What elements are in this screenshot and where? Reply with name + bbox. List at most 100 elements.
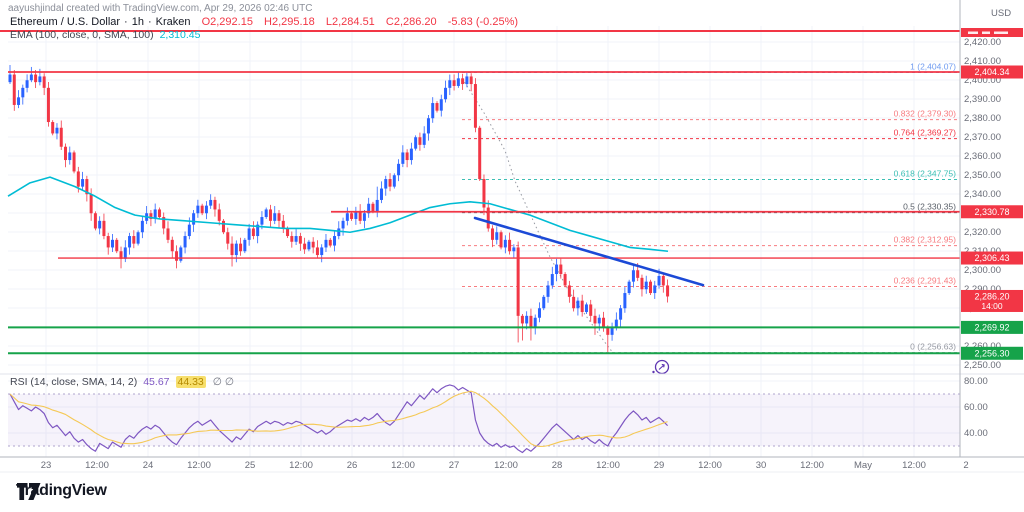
svg-text:2,340.00: 2,340.00 — [964, 189, 1001, 200]
candle — [106, 236, 110, 248]
candle — [640, 277, 644, 290]
candle — [303, 243, 307, 250]
candle — [341, 220, 345, 229]
candle — [649, 281, 652, 294]
candle — [572, 296, 576, 309]
svg-text:0.764 (2,369.27): 0.764 (2,369.27) — [894, 128, 957, 138]
candle — [21, 87, 25, 98]
price-badges: 2,404.34 2,330.78 2,306.43 2,269.92 2,256.30… — [961, 28, 1023, 360]
candle — [584, 304, 588, 313]
open-value: 2,292.15 — [210, 16, 253, 28]
candle — [631, 270, 635, 282]
candle — [157, 209, 161, 218]
symbol-exchange: Kraken — [155, 16, 191, 28]
candle — [34, 74, 38, 83]
svg-text:0.618 (2,347.75): 0.618 (2,347.75) — [894, 169, 957, 179]
candle — [273, 213, 277, 221]
svg-text:25: 25 — [245, 460, 256, 471]
svg-text:2,290.00: 2,290.00 — [964, 284, 1001, 295]
svg-text:2,360.00: 2,360.00 — [964, 151, 1001, 162]
candle — [175, 251, 179, 261]
candle — [200, 205, 204, 214]
candle — [358, 211, 362, 221]
candle — [473, 84, 477, 128]
candle — [426, 118, 430, 134]
symbol-legend[interactable]: Ethereum / U.S. Dollar · 1h · Kraken O2,292.… — [10, 16, 518, 28]
candle — [486, 207, 490, 229]
svg-text:12:00: 12:00 — [494, 460, 518, 471]
svg-text:2,306.43: 2,306.43 — [974, 253, 1009, 263]
svg-text:2,410.00: 2,410.00 — [964, 56, 1001, 67]
legend-separator: · — [124, 16, 128, 28]
candle — [89, 194, 93, 214]
time-axis[interactable]: 23 12:00 24 12:00 25 12:00 26 12:00 27 12:00 28 12:… — [41, 460, 969, 471]
candle — [580, 300, 584, 313]
candle — [260, 217, 264, 225]
svg-text:2,260.00: 2,260.00 — [964, 341, 1001, 352]
svg-text:27: 27 — [449, 460, 460, 471]
candle — [657, 275, 661, 286]
rsi-line[interactable] — [9, 384, 669, 454]
high-value: 2,295.18 — [271, 16, 315, 28]
candle — [537, 308, 541, 318]
fib-retracement[interactable]: 1 (2,404.07) 0.832 (2,379.30) 0.764 (2,369… — [462, 62, 960, 354]
candle — [597, 317, 601, 324]
symbol-interval[interactable]: 1h — [131, 16, 144, 28]
candle — [17, 97, 21, 105]
candle — [98, 220, 102, 229]
low-value: 2,284.51 — [331, 16, 375, 28]
candle — [614, 319, 618, 328]
candle — [431, 103, 435, 119]
candle — [298, 236, 302, 244]
candle — [456, 78, 460, 86]
ema-line[interactable] — [7, 176, 669, 253]
svg-text:2,330.78: 2,330.78 — [974, 207, 1009, 217]
trendline[interactable] — [473, 216, 705, 287]
emoji-marker-icon[interactable] — [652, 359, 670, 375]
candle — [602, 317, 606, 328]
candle — [328, 239, 332, 246]
candle — [268, 209, 272, 221]
svg-text:0.5 (2,330.35): 0.5 (2,330.35) — [903, 202, 956, 212]
candle — [478, 127, 482, 180]
candle — [333, 236, 337, 246]
candle — [525, 315, 529, 324]
rsi-band — [8, 393, 960, 447]
candle — [239, 243, 243, 252]
rsi-legend[interactable]: RSI (14, close, SMA, 14, 2) 45.67 44.33 ∅ ∅ — [10, 376, 234, 388]
candle — [636, 270, 640, 278]
candle — [213, 199, 217, 210]
candle — [414, 137, 418, 149]
candle — [162, 217, 166, 229]
tradingview-logo[interactable]: TradingView — [16, 482, 107, 500]
candle — [110, 239, 114, 248]
horizontal-levels[interactable] — [0, 30, 960, 355]
svg-text:2,269.92: 2,269.92 — [974, 323, 1009, 333]
candle — [286, 228, 290, 237]
axes[interactable] — [0, 0, 1024, 473]
candle — [149, 213, 153, 219]
candle — [119, 251, 123, 259]
dotted-guide-line[interactable] — [461, 78, 614, 354]
candle — [627, 281, 631, 294]
svg-text:2,420.00: 2,420.00 — [964, 37, 1001, 48]
candle — [59, 127, 63, 147]
candle — [422, 133, 426, 145]
candle — [666, 285, 670, 297]
svg-text:14:00: 14:00 — [981, 301, 1003, 311]
candle — [371, 203, 375, 212]
ema-label: EMA (100, close, 0, SMA, 100) — [10, 29, 154, 41]
candle — [85, 179, 89, 195]
svg-text:0.236 (2,291.43): 0.236 (2,291.43) — [894, 276, 957, 286]
svg-text:12:00: 12:00 — [800, 460, 824, 471]
svg-text:0.382 (2,312.95): 0.382 (2,312.95) — [894, 235, 957, 245]
candle — [183, 236, 187, 248]
candle — [461, 78, 465, 85]
svg-text:2,400.00: 2,400.00 — [964, 75, 1001, 86]
candles[interactable] — [8, 65, 670, 352]
ema-legend[interactable]: EMA (100, close, 0, SMA, 100) 2,310.45 — [10, 29, 200, 41]
low-label: L — [325, 16, 332, 28]
candle — [81, 179, 85, 187]
svg-text:12:00: 12:00 — [596, 460, 620, 471]
